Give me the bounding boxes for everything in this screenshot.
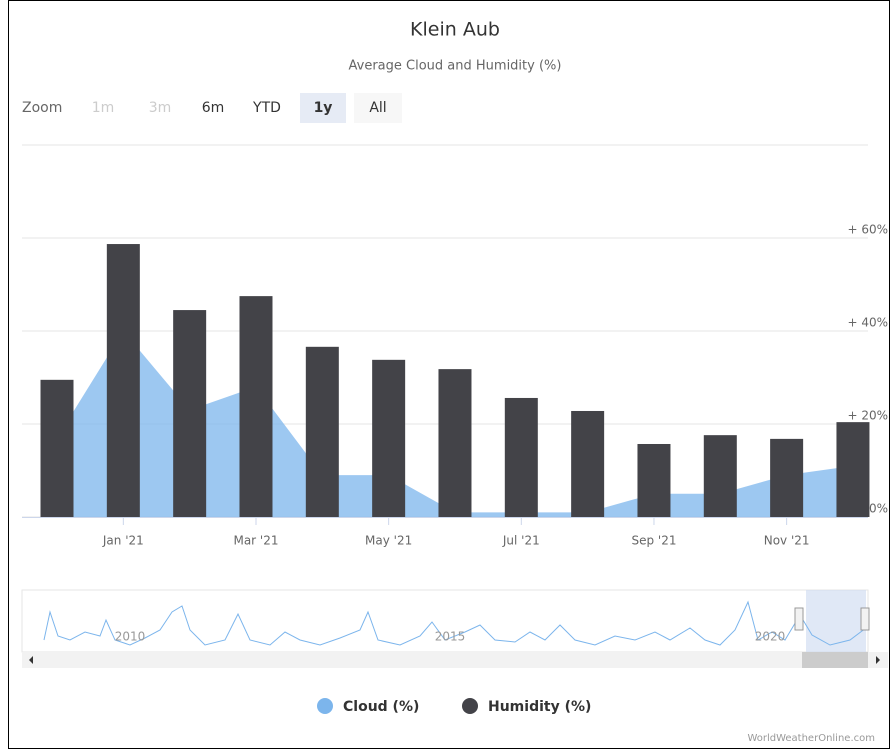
scrollbar-thumb[interactable] xyxy=(802,652,868,668)
y-tick-label: 0% xyxy=(869,502,888,516)
x-tick-label: May '21 xyxy=(365,534,412,548)
bar xyxy=(637,443,671,517)
scroll-arrow[interactable] xyxy=(29,656,33,664)
credit: WorldWeatherOnline.com xyxy=(747,733,875,744)
x-tick-label: Nov '21 xyxy=(764,534,810,548)
bar xyxy=(836,422,870,517)
legend-symbol xyxy=(317,698,333,714)
zoom-button[interactable]: 1m xyxy=(92,100,115,116)
y-tick-label: + 40% xyxy=(847,316,888,330)
navigator-label: 2010 xyxy=(115,630,146,644)
bar xyxy=(305,346,339,517)
zoom-button[interactable]: YTD xyxy=(252,100,281,116)
zoom-button[interactable]: 3m xyxy=(149,100,172,116)
scroll-arrow[interactable] xyxy=(876,656,880,664)
scrollbar[interactable] xyxy=(22,652,888,668)
bar xyxy=(703,435,737,517)
bar xyxy=(504,397,538,517)
bar xyxy=(372,359,406,517)
zoom-button[interactable]: 6m xyxy=(202,100,225,116)
bar xyxy=(173,310,207,517)
zoom-button-bg xyxy=(354,93,402,123)
x-tick-label: Jan '21 xyxy=(102,534,144,548)
legend-label: Cloud (%) xyxy=(343,699,419,715)
legend-symbol xyxy=(462,698,478,714)
navigator-line xyxy=(43,600,867,646)
legend-label: Humidity (%) xyxy=(488,699,591,715)
navigator-label: 2015 xyxy=(435,630,466,644)
bar xyxy=(571,410,605,517)
bar xyxy=(770,438,804,517)
zoom-button-selected xyxy=(300,93,346,123)
chart-subtitle: Average Cloud and Humidity (%) xyxy=(349,59,562,74)
chart-title: Klein Aub xyxy=(410,19,500,41)
bar xyxy=(106,244,140,518)
x-tick-label: Jul '21 xyxy=(502,534,540,548)
navigator-handle[interactable] xyxy=(860,607,870,631)
zoom-button[interactable]: 1y xyxy=(314,100,333,116)
zoom-button[interactable]: All xyxy=(369,100,386,116)
bar xyxy=(40,379,74,517)
y-tick-label: + 20% xyxy=(847,409,888,423)
x-tick-label: Sep '21 xyxy=(631,534,676,548)
navigator-label: 2020 xyxy=(755,630,786,644)
x-tick-label: Mar '21 xyxy=(233,534,278,548)
zoom-label: Zoom xyxy=(22,100,62,116)
navigator-selection xyxy=(806,590,866,652)
bar xyxy=(239,296,273,517)
bar xyxy=(438,369,472,517)
y-tick-label: + 60% xyxy=(847,223,888,237)
navigator-handle[interactable] xyxy=(794,607,804,631)
